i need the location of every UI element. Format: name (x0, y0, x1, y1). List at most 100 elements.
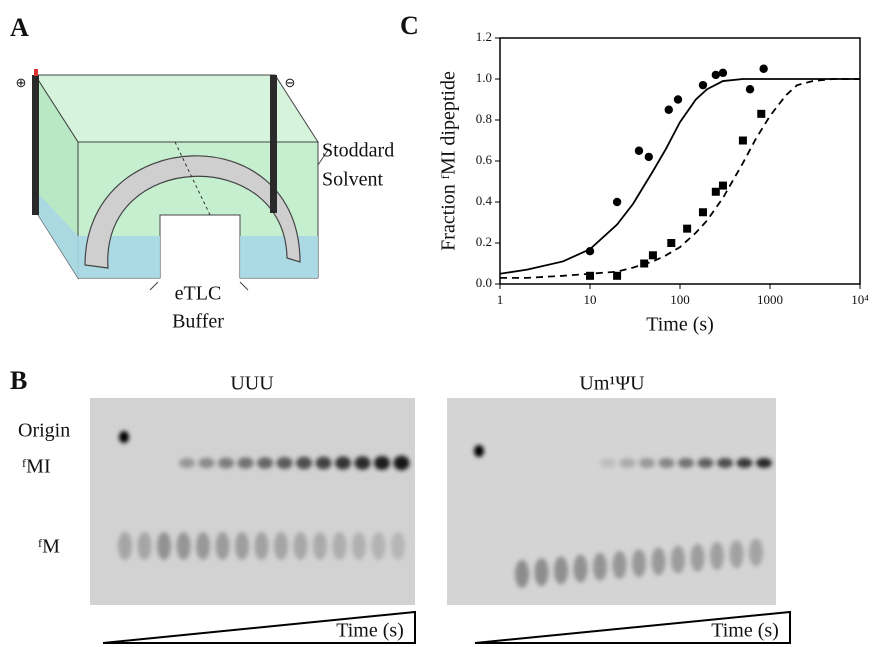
time-wedge (102, 610, 416, 644)
data-point (745, 85, 755, 94)
etlc-apparatus (32, 69, 329, 291)
gel-title: UUU (230, 373, 274, 395)
x-tick-label: 100 (670, 292, 690, 307)
x-tick-label: 10 (584, 292, 597, 307)
band (296, 456, 312, 470)
band (391, 532, 405, 560)
panel-label: B (10, 366, 27, 395)
gel-bands (118, 431, 772, 588)
band (352, 532, 366, 560)
band (313, 532, 327, 560)
band (293, 532, 308, 560)
row-label: Origin (18, 420, 70, 442)
band (257, 457, 273, 469)
data-point (718, 181, 727, 190)
gel-title: Um¹ΨU (579, 373, 645, 395)
data-point (648, 251, 657, 260)
time-wedge (474, 610, 791, 644)
band (196, 532, 210, 560)
band (639, 458, 655, 468)
band (237, 457, 254, 469)
band (632, 549, 646, 578)
band (179, 458, 195, 468)
data-point (613, 271, 622, 280)
x-tick-label: 1000 (757, 292, 783, 307)
gel-image (447, 398, 776, 605)
data-point (644, 152, 653, 162)
y-tick-label: 0.4 (476, 193, 493, 208)
band (332, 532, 347, 560)
fit-line (499, 78, 860, 275)
band (593, 552, 607, 581)
band (315, 456, 332, 470)
time-label: Time (s) (711, 620, 779, 642)
band (717, 458, 733, 468)
y-axis-label: Fraction ᶠMI dipeptide (438, 71, 460, 251)
band (235, 532, 249, 560)
origin-spot (119, 431, 129, 443)
band (612, 551, 627, 579)
solvent-label: Stoddard (322, 140, 394, 162)
y-tick-label: 0.6 (476, 152, 493, 167)
band (137, 532, 152, 560)
solvent-label: Solvent (322, 169, 384, 191)
band (651, 547, 666, 576)
data-point (585, 247, 595, 256)
band (534, 558, 549, 587)
band (729, 540, 744, 569)
band (554, 556, 568, 585)
data-point (586, 271, 594, 280)
data-point (711, 187, 720, 196)
data-point (673, 95, 683, 104)
band (335, 456, 351, 470)
band (274, 532, 288, 560)
panel-label: A (10, 13, 29, 42)
band (573, 554, 588, 583)
data-point (711, 70, 721, 80)
band (118, 532, 132, 560)
band (374, 456, 390, 470)
buffer-label: eTLC (175, 283, 222, 305)
band (371, 532, 386, 560)
gel-image (90, 398, 415, 605)
y-tick-label: 0.2 (476, 234, 492, 249)
band (736, 458, 753, 468)
band (176, 532, 191, 560)
data-point (759, 64, 768, 73)
x-axis-label: Time (s) (646, 314, 714, 336)
band (354, 456, 371, 470)
time-label: Time (s) (336, 620, 404, 642)
band (756, 458, 772, 468)
band (619, 458, 636, 468)
data-point (698, 80, 708, 90)
data-point (718, 68, 728, 78)
band (276, 457, 293, 469)
band (690, 543, 705, 572)
panel-label: C (400, 11, 419, 40)
row-label: ᶠMI (22, 456, 51, 478)
buffer-label: Buffer (172, 311, 224, 333)
x-tick-label: 1 (497, 292, 504, 307)
band (254, 532, 269, 560)
y-tick-label: 1.2 (476, 29, 492, 44)
cathode-symbol: ⊖ (285, 75, 296, 90)
data-point (667, 239, 676, 247)
band (215, 532, 230, 560)
band (393, 455, 410, 471)
band (515, 560, 529, 588)
fit-line (500, 78, 860, 279)
band (157, 532, 171, 560)
data-point (738, 136, 747, 145)
data-point (698, 208, 707, 217)
y-tick-label: 0.0 (476, 275, 492, 290)
band (671, 545, 685, 574)
row-label: ᶠM (38, 536, 60, 558)
band (749, 538, 763, 567)
band (600, 458, 616, 468)
band (697, 458, 714, 468)
data-point (612, 197, 622, 207)
origin-spot (474, 445, 484, 457)
band (658, 458, 675, 468)
x-tick-label: 10⁴ (851, 292, 869, 307)
